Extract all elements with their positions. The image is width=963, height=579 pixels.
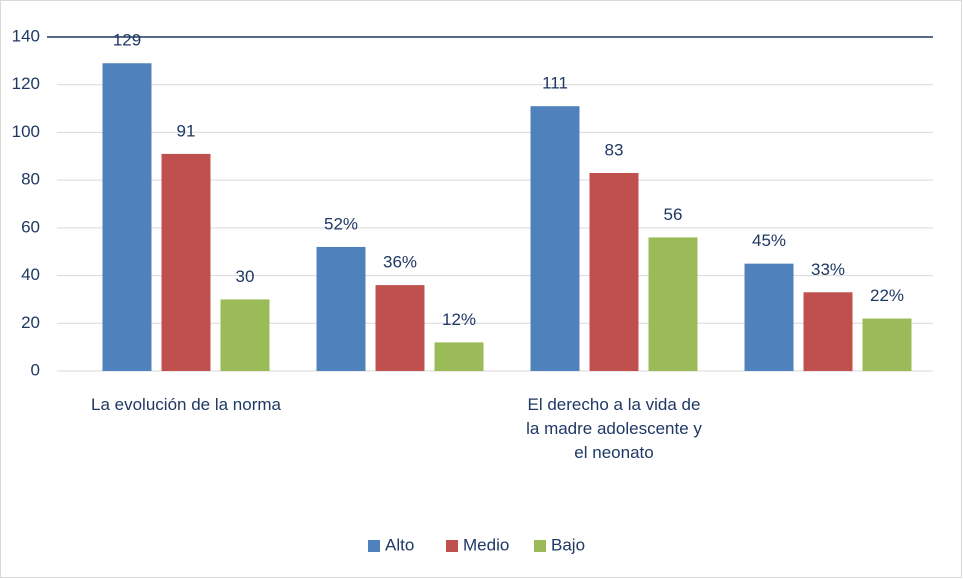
data-label: 22% <box>870 286 904 305</box>
x-tick-label: La evolución de la norma <box>91 395 281 414</box>
bar <box>589 172 639 371</box>
bar <box>316 246 366 371</box>
y-tick-label: 120 <box>12 74 40 93</box>
bar <box>220 299 270 371</box>
y-tick-label: 80 <box>21 170 40 189</box>
legend-swatch <box>446 540 458 552</box>
legend-swatch <box>534 540 546 552</box>
bar <box>530 106 580 371</box>
legend-label: Medio <box>463 535 509 554</box>
data-label: 56 <box>664 205 683 224</box>
bar <box>102 63 152 371</box>
y-tick-label: 100 <box>12 122 40 141</box>
bar <box>434 342 484 371</box>
data-label: 36% <box>383 253 417 272</box>
data-label: 111 <box>542 74 568 93</box>
bar <box>161 153 211 371</box>
bar <box>375 285 425 371</box>
y-tick-label: 60 <box>21 217 40 236</box>
data-label: 45% <box>752 231 786 250</box>
data-label: 52% <box>324 214 358 233</box>
x-tick-label: El derecho a la vida de la madre adolesc… <box>526 395 702 462</box>
data-label: 33% <box>811 260 845 279</box>
legend-label: Alto <box>385 535 414 554</box>
bar <box>744 263 794 371</box>
data-label: 83 <box>605 140 624 159</box>
data-label: 91 <box>177 121 196 140</box>
data-label: 30 <box>236 267 255 286</box>
y-tick-label: 140 <box>12 26 40 45</box>
y-tick-label: 0 <box>31 360 40 379</box>
legend-swatch <box>368 540 380 552</box>
bar <box>803 292 853 371</box>
bar <box>648 237 698 371</box>
data-label: 12% <box>442 310 476 329</box>
data-label: 129 <box>113 31 141 50</box>
legend-label: Bajo <box>551 535 585 554</box>
y-tick-label: 40 <box>21 265 40 284</box>
bar <box>862 318 912 371</box>
y-tick-label: 20 <box>21 313 40 332</box>
